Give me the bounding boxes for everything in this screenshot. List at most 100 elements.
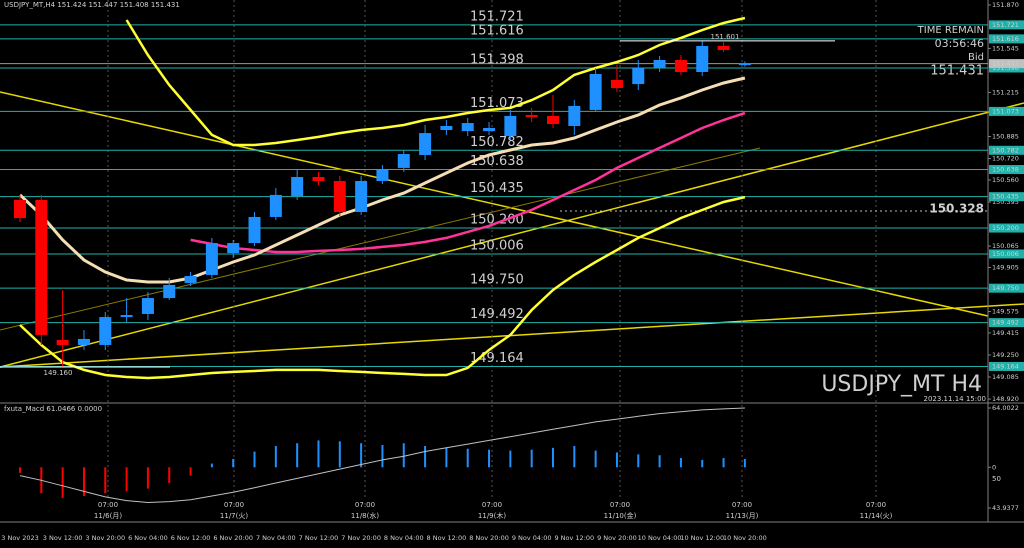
candle-body <box>568 105 581 126</box>
y-tick-label: 149.905 <box>992 263 1019 271</box>
bid-label: Bid <box>968 52 984 63</box>
candle-body <box>163 284 176 299</box>
level-axis-box <box>989 165 1024 175</box>
macd-bar <box>189 467 192 476</box>
level-axis-box <box>989 145 1024 155</box>
level-label: 151.721 <box>470 9 524 24</box>
day-time-label: 07:00 <box>355 501 375 509</box>
time-remain-value: 03:56:46 <box>935 37 984 50</box>
candle-body <box>376 169 389 182</box>
level-label: 150.638 <box>470 154 524 169</box>
x-tick-label: 8 Nov 12:00 <box>427 534 467 542</box>
macd-bar <box>61 467 64 498</box>
x-tick-label: 9 Nov 04:00 <box>512 534 552 542</box>
candle-body <box>312 177 325 182</box>
macd-bar <box>701 459 704 468</box>
trendline <box>0 91 989 317</box>
macd-signal <box>19 407 745 504</box>
macd-bar <box>168 467 171 484</box>
candle-body <box>483 127 496 132</box>
day-date-label: 11/14(火) <box>860 512 893 520</box>
x-tick-label: 8 Nov 20:00 <box>469 534 509 542</box>
y-tick-label: 151.870 <box>992 1 1019 9</box>
macd-bar <box>360 443 363 468</box>
candle-body <box>14 199 26 219</box>
bid-axis-label: 151.431 <box>992 60 1019 68</box>
macd-bar <box>125 467 128 492</box>
candle-body <box>461 123 474 132</box>
macd-bar <box>424 445 427 468</box>
macd-bar <box>146 467 149 489</box>
macd-bar <box>445 447 448 468</box>
level-axis-label: 150.782 <box>992 146 1019 154</box>
macd-y-tick-label: 64.0022 <box>992 404 1019 412</box>
level-label: 149.750 <box>470 273 524 288</box>
macd-bar <box>615 452 618 468</box>
candle-body <box>141 298 154 314</box>
candle-body <box>632 68 645 85</box>
y-tick-label: 148.920 <box>992 395 1019 403</box>
bid-value: 151.431 <box>930 64 984 79</box>
macd-bar <box>210 463 213 468</box>
macd-y-tick-label: 43.9377 <box>992 504 1019 512</box>
indicator-line <box>125 16 746 147</box>
level-axis-label: 149.164 <box>992 362 1019 370</box>
macd-bar <box>637 454 640 468</box>
level-axis-label: 149.492 <box>992 319 1019 327</box>
candle-body <box>547 115 559 124</box>
candle-body <box>674 59 687 73</box>
macd-scale-note: 50 <box>992 475 1001 483</box>
trendline <box>0 303 1024 368</box>
indicator-line <box>19 195 746 380</box>
day-date-label: 11/7(火) <box>220 512 248 520</box>
candle-body <box>504 115 517 137</box>
candle-body <box>35 199 48 335</box>
bid-axis-box <box>989 59 1024 69</box>
level-axis-label: 150.638 <box>992 166 1019 174</box>
annotation-label: 149.160 <box>44 369 73 377</box>
x-tick-label: 6 Nov 20:00 <box>213 534 253 542</box>
x-tick-label: 3 Nov 20:00 <box>85 534 125 542</box>
candle-body <box>184 276 197 283</box>
day-time-label: 07:00 <box>866 501 886 509</box>
y-tick-label: 150.720 <box>992 155 1019 163</box>
macd-bar <box>573 445 576 468</box>
macd-bar <box>296 443 299 468</box>
level-axis-label: 151.616 <box>992 35 1019 43</box>
level-axis-label: 150.006 <box>992 250 1019 258</box>
candle-body <box>333 181 346 213</box>
candle-body <box>419 133 432 155</box>
candle-body <box>738 63 751 66</box>
day-date-label: 11/13(月) <box>726 512 759 520</box>
candle-body <box>610 80 623 89</box>
level-axis-label: 150.200 <box>992 224 1019 232</box>
day-time-label: 07:00 <box>224 501 244 509</box>
day-time-label: 07:00 <box>610 501 630 509</box>
candle-body <box>717 45 730 50</box>
y-tick-label: 150.065 <box>992 242 1019 250</box>
y-tick-label: 151.545 <box>992 44 1019 52</box>
candle-body <box>227 243 240 254</box>
day-time-label: 07:00 <box>482 501 502 509</box>
macd-bar <box>466 448 469 468</box>
level-label: 149.492 <box>470 307 524 322</box>
level-axis-box <box>989 361 1024 371</box>
macd-bar <box>722 458 725 468</box>
level-axis-box <box>989 20 1024 30</box>
candle-body <box>589 74 602 110</box>
x-tick-label: 8 Nov 04:00 <box>384 534 424 542</box>
time-remain-label: TIME REMAIN <box>917 25 984 36</box>
level-label: 150.435 <box>470 181 524 196</box>
indicator-line <box>18 76 746 284</box>
level-label: 150.006 <box>470 238 524 253</box>
macd-bar <box>82 467 85 497</box>
x-tick-label: 7 Nov 20:00 <box>341 534 381 542</box>
level-axis-label: 151.721 <box>992 21 1019 29</box>
day-date-label: 11/9(木) <box>478 511 506 520</box>
y-tick-label: 149.575 <box>992 308 1019 316</box>
x-tick-label: 9 Nov 20:00 <box>597 534 637 542</box>
x-tick-label: 3 Nov 12:00 <box>43 534 83 542</box>
day-date-label: 11/8(水) <box>351 511 379 520</box>
x-tick-label: 9 Nov 12:00 <box>554 534 594 542</box>
